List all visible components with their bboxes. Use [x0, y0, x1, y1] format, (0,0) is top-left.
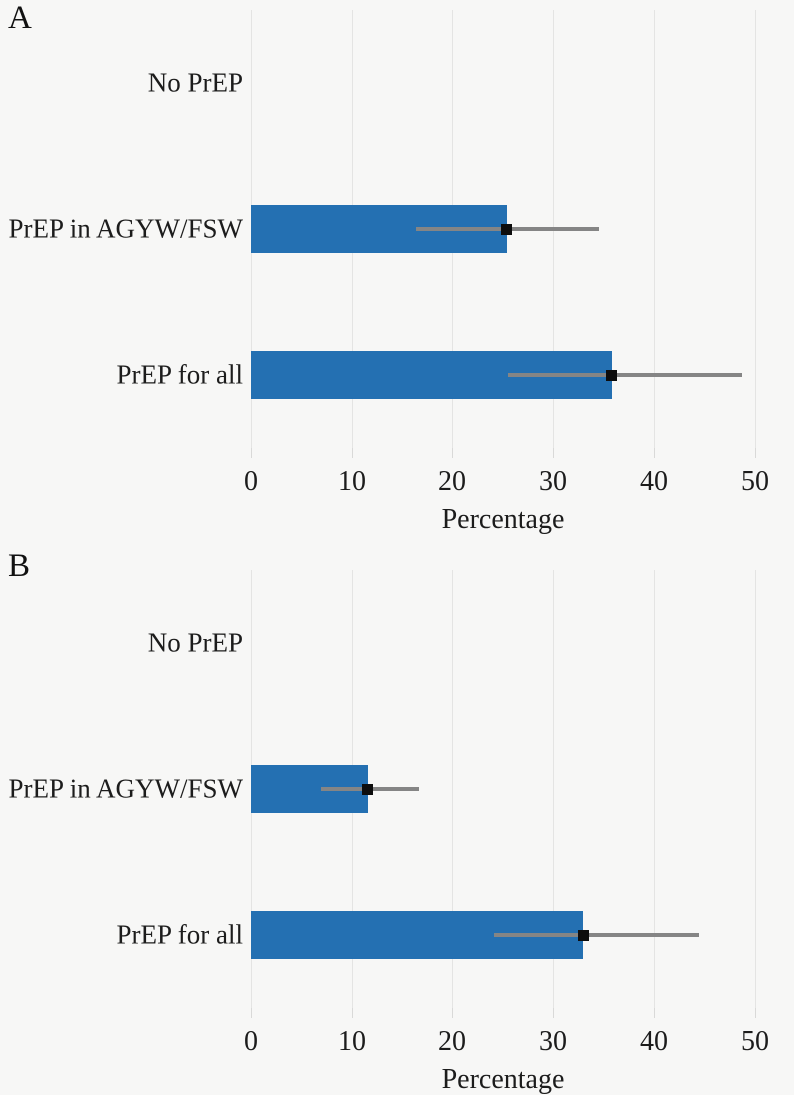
- gridline: [654, 570, 655, 1008]
- plot-area-a: [251, 10, 792, 458]
- axis-tick-mark: [352, 1008, 353, 1018]
- category-label: PrEP in AGYW/FSW: [8, 773, 243, 804]
- axis-tick-mark: [553, 1008, 554, 1018]
- x-tick-label: 40: [640, 466, 668, 497]
- x-tick-label: 10: [338, 1026, 366, 1057]
- category-label: No PrEP: [147, 627, 243, 658]
- gridline: [755, 10, 756, 448]
- category-label: PrEP in AGYW/FSW: [8, 213, 243, 244]
- x-tick-label: 20: [438, 1026, 466, 1057]
- point-estimate-marker: [501, 223, 512, 235]
- axis-tick-mark: [755, 1008, 756, 1018]
- axis-tick-mark: [755, 448, 756, 458]
- axis-tick-mark: [251, 448, 252, 458]
- x-tick-label: 10: [338, 466, 366, 497]
- point-estimate-marker: [606, 369, 617, 381]
- category-label: No PrEP: [147, 67, 243, 98]
- error-bar: [494, 933, 699, 937]
- panel-b-letter: B: [8, 548, 31, 584]
- axis-tick-mark: [452, 1008, 453, 1018]
- axis-tick-mark: [553, 448, 554, 458]
- plot-area-b: [251, 570, 792, 1018]
- error-bar: [508, 373, 742, 377]
- axis-tick-mark: [452, 448, 453, 458]
- x-tick-label: 0: [244, 466, 258, 497]
- axis-tick-mark: [654, 448, 655, 458]
- x-tick-label: 30: [539, 1026, 567, 1057]
- x-tick-label: 20: [438, 466, 466, 497]
- gridline: [755, 570, 756, 1008]
- point-estimate-marker: [362, 783, 373, 795]
- category-label: PrEP for all: [116, 359, 243, 390]
- axis-tick-mark: [352, 448, 353, 458]
- gridline: [452, 570, 453, 1008]
- gridline: [654, 10, 655, 448]
- x-tick-label: 50: [741, 1026, 769, 1057]
- panel-a: A Percentage 0 10 20 30 40 50 No PrEP PrEP in A…: [0, 0, 794, 545]
- x-tick-label: 0: [244, 1026, 258, 1057]
- category-label: PrEP for all: [116, 919, 243, 950]
- x-axis-title-a: Percentage: [441, 504, 565, 535]
- point-estimate-marker: [578, 929, 589, 941]
- x-axis-title-b: Percentage: [441, 1064, 565, 1095]
- x-tick-label: 40: [640, 1026, 668, 1057]
- x-tick-label: 30: [539, 466, 567, 497]
- axis-tick-mark: [654, 1008, 655, 1018]
- panel-b: B Percentage 0 10 20 30 40 50 No PrEP PrEP in A…: [0, 545, 794, 1094]
- x-tick-label: 50: [741, 466, 769, 497]
- axis-tick-mark: [251, 1008, 252, 1018]
- gridline: [553, 570, 554, 1008]
- panel-a-letter: A: [8, 0, 32, 36]
